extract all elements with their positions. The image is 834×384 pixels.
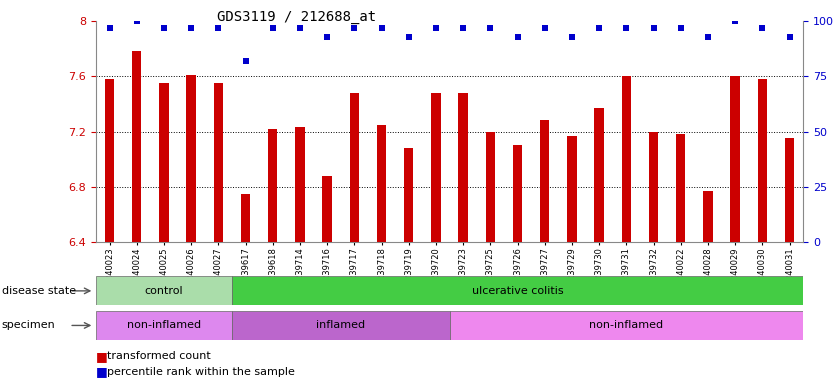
Bar — [268, 129, 278, 242]
Bar — [450, 311, 803, 340]
Bar — [621, 76, 631, 242]
Bar — [676, 134, 686, 242]
Bar — [540, 121, 550, 242]
Bar — [96, 311, 232, 340]
Bar — [349, 93, 359, 242]
Text: ■: ■ — [96, 350, 112, 363]
Bar — [459, 93, 468, 242]
Bar — [731, 76, 740, 242]
Bar — [232, 276, 803, 305]
Bar — [431, 93, 440, 242]
Text: GDS3119 / 212688_at: GDS3119 / 212688_at — [217, 10, 376, 23]
Text: disease state: disease state — [2, 286, 76, 296]
Bar — [513, 145, 522, 242]
Text: specimen: specimen — [2, 320, 55, 331]
Text: non-inflamed: non-inflamed — [127, 320, 201, 331]
Text: ulcerative colitis: ulcerative colitis — [472, 286, 563, 296]
Bar — [132, 51, 142, 242]
Bar — [295, 127, 304, 242]
Bar — [404, 148, 414, 242]
Text: control: control — [144, 286, 183, 296]
Bar — [105, 79, 114, 242]
Bar — [323, 176, 332, 242]
Bar — [96, 276, 232, 305]
Bar — [241, 194, 250, 242]
Bar — [785, 138, 794, 242]
Bar — [159, 83, 168, 242]
Bar — [757, 79, 767, 242]
Text: transformed count: transformed count — [107, 351, 210, 361]
Bar — [567, 136, 576, 242]
Bar — [595, 108, 604, 242]
Bar — [485, 132, 495, 242]
Bar — [214, 83, 223, 242]
Text: inflamed: inflamed — [316, 320, 365, 331]
Bar — [377, 125, 386, 242]
Text: percentile rank within the sample: percentile rank within the sample — [107, 367, 294, 377]
Text: ■: ■ — [96, 365, 112, 378]
Bar — [649, 132, 658, 242]
Bar — [232, 311, 450, 340]
Text: non-inflamed: non-inflamed — [590, 320, 663, 331]
Bar — [703, 191, 713, 242]
Bar — [186, 75, 196, 242]
